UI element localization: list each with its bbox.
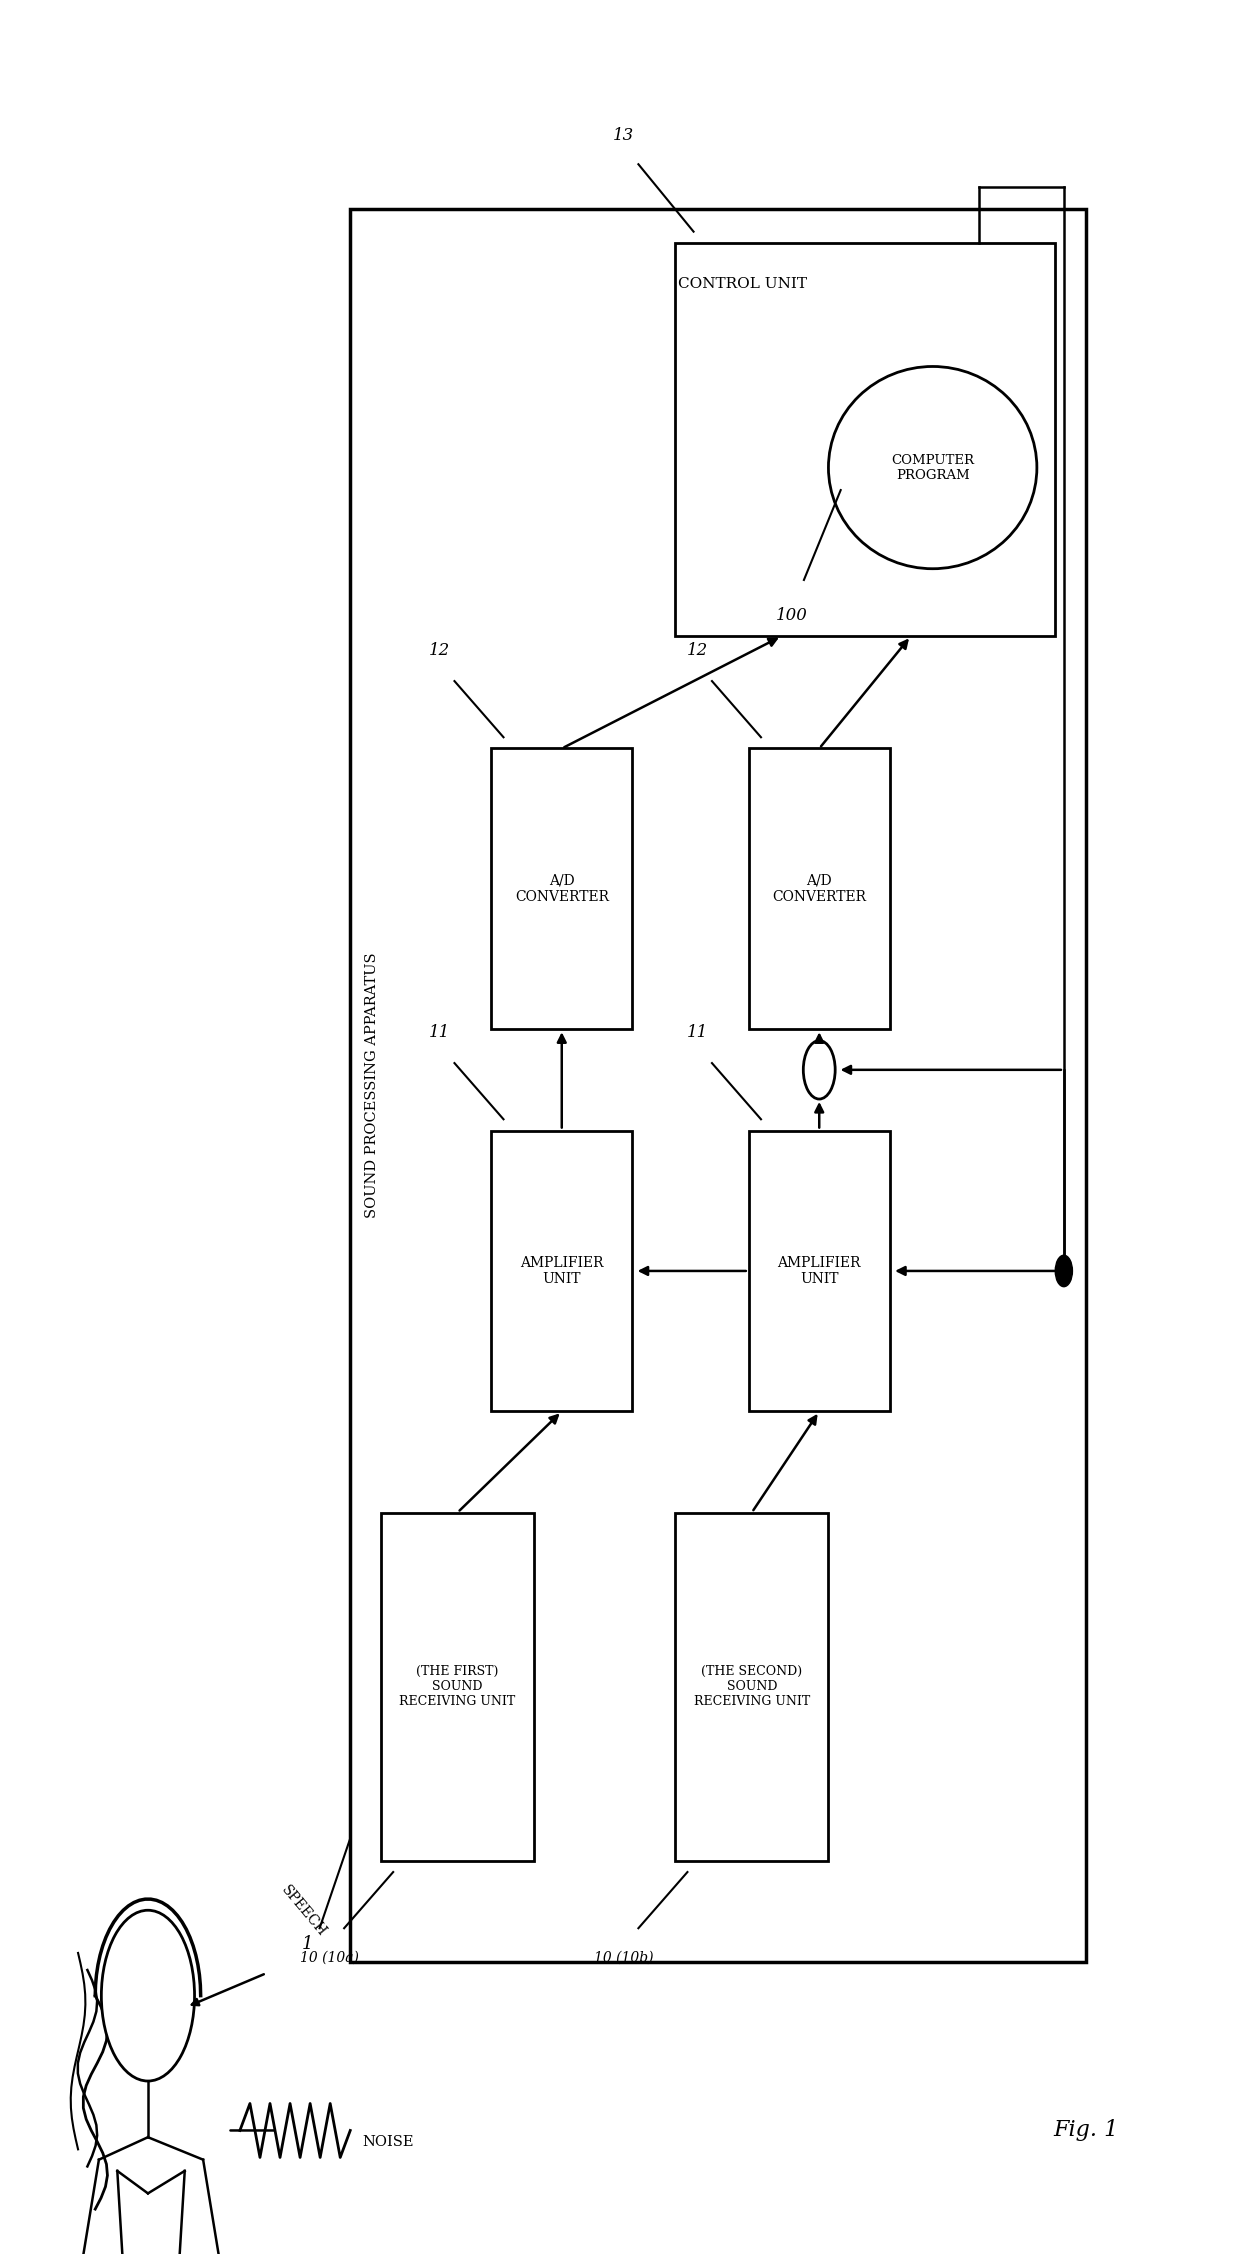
- Bar: [350, 210, 1086, 1963]
- Text: SOUND PROCESSING APPARATUS: SOUND PROCESSING APPARATUS: [366, 952, 379, 1219]
- Text: 100: 100: [776, 606, 807, 624]
- Text: 12: 12: [687, 642, 708, 658]
- Bar: [749, 1130, 890, 1411]
- Ellipse shape: [828, 366, 1037, 570]
- Bar: [491, 1130, 632, 1411]
- Text: COMPUTER
PROGRAM: COMPUTER PROGRAM: [892, 454, 975, 482]
- Bar: [749, 748, 890, 1029]
- Bar: [675, 1513, 828, 1861]
- Text: A/D
CONVERTER: A/D CONVERTER: [515, 873, 609, 904]
- Text: (THE SECOND)
SOUND
RECEIVING UNIT: (THE SECOND) SOUND RECEIVING UNIT: [693, 1664, 810, 1707]
- Text: 13: 13: [613, 127, 635, 145]
- Text: AMPLIFIER
UNIT: AMPLIFIER UNIT: [777, 1255, 861, 1287]
- Text: AMPLIFIER
UNIT: AMPLIFIER UNIT: [520, 1255, 604, 1287]
- Text: Fig. 1: Fig. 1: [1053, 2119, 1118, 2141]
- Text: 11: 11: [687, 1024, 708, 1040]
- Bar: [675, 242, 1055, 635]
- Circle shape: [102, 1911, 195, 2080]
- Text: 11: 11: [429, 1024, 450, 1040]
- Text: A/D
CONVERTER: A/D CONVERTER: [773, 873, 867, 904]
- Bar: [381, 1513, 534, 1861]
- Bar: [491, 748, 632, 1029]
- Text: 1: 1: [301, 1935, 312, 1954]
- Text: SPEECH: SPEECH: [279, 1883, 329, 1940]
- Text: (THE FIRST)
SOUND
RECEIVING UNIT: (THE FIRST) SOUND RECEIVING UNIT: [399, 1664, 516, 1707]
- Text: NOISE: NOISE: [362, 2134, 414, 2148]
- Text: 10 (10a): 10 (10a): [300, 1951, 358, 1965]
- Circle shape: [804, 1040, 836, 1099]
- Text: CONTROL UNIT: CONTROL UNIT: [678, 276, 807, 292]
- Circle shape: [1055, 1255, 1073, 1287]
- Text: 12: 12: [429, 642, 450, 658]
- Text: 10 (10b): 10 (10b): [594, 1951, 653, 1965]
